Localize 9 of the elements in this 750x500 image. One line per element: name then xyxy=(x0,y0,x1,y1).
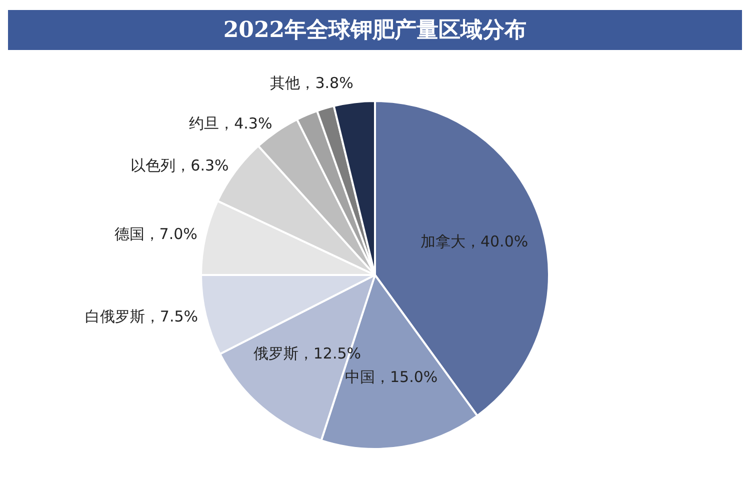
chart-title: 2022年全球钾肥产量区域分布 xyxy=(8,10,742,50)
slice-label: 中国，15.0% xyxy=(345,368,438,386)
slice-label: 俄罗斯，12.5% xyxy=(253,344,362,362)
slice-label: 加拿大，40.0% xyxy=(420,232,528,251)
slice-label: 其他，3.8% xyxy=(270,74,354,92)
slice-label: 白俄罗斯，7.5% xyxy=(84,307,198,326)
slice-label: 约旦，4.3% xyxy=(189,114,272,133)
slice-label: 德国，7.0% xyxy=(114,225,198,244)
slice-label: 以色列，6.3% xyxy=(130,156,229,175)
